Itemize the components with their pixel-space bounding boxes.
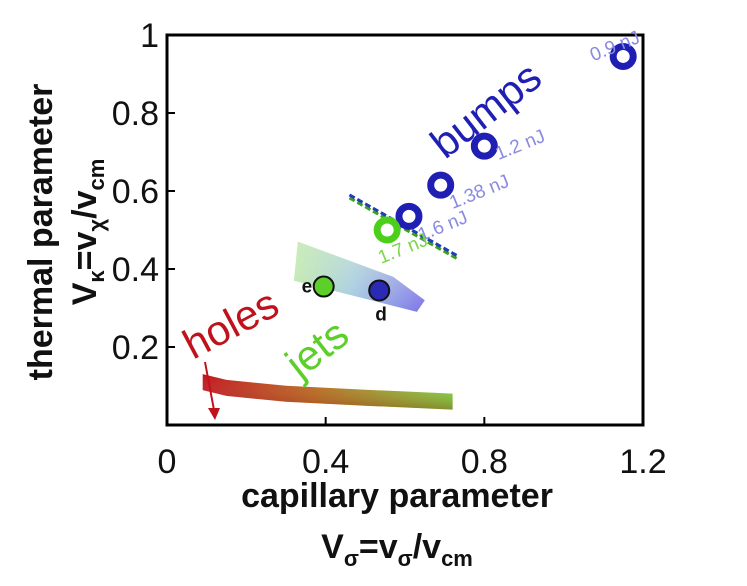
y-axis-ticks: 0.2 0.4 0.6 0.8 1 bbox=[112, 17, 175, 367]
x-axis-ticks: 0 0.4 0.8 1.2 bbox=[158, 417, 667, 481]
marked-point bbox=[368, 279, 391, 302]
y-tick-label: 1 bbox=[140, 17, 159, 55]
marked-point bbox=[312, 275, 335, 298]
x-tick-label: 0 bbox=[158, 443, 177, 481]
y-tick-label: 0.8 bbox=[112, 95, 159, 133]
y-tick-label: 0.4 bbox=[112, 251, 159, 289]
marked-point-label: e bbox=[302, 277, 313, 298]
boundary-line-green bbox=[348, 196, 458, 260]
holes-label: holes bbox=[175, 279, 286, 368]
x-axis-title: capillary parameter bbox=[241, 477, 553, 515]
x-tick-label: 0.4 bbox=[302, 443, 349, 481]
holes-arrow bbox=[204, 361, 215, 411]
jets-label: jets bbox=[275, 310, 357, 389]
energy-point bbox=[395, 202, 423, 230]
transition-region-shading bbox=[293, 241, 425, 312]
boundary-line-blue bbox=[348, 193, 458, 257]
y-axis-title: thermal parameter bbox=[22, 84, 60, 381]
plot-frame bbox=[165, 33, 645, 427]
x-tick-label: 0.8 bbox=[461, 443, 508, 481]
y-tick-label: 0.6 bbox=[112, 173, 159, 211]
y-axis-formula: Vκ=vχ/vcm bbox=[66, 159, 109, 306]
energy-point bbox=[373, 216, 401, 244]
energy-point bbox=[609, 42, 637, 70]
energy-point bbox=[427, 171, 455, 199]
y-tick-label: 0.2 bbox=[112, 329, 159, 367]
marked-point-label: d bbox=[375, 304, 387, 325]
x-axis-formula: Vσ=vσ/vcm bbox=[321, 528, 473, 571]
energy-label: 1.2 nJ bbox=[492, 126, 548, 165]
x-tick-label: 1.2 bbox=[619, 443, 666, 481]
energy-label: 1.38 nJ bbox=[447, 171, 513, 214]
jet-band-shading bbox=[202, 374, 453, 410]
energy-point bbox=[470, 132, 498, 160]
holes-arrow-head bbox=[208, 408, 220, 420]
